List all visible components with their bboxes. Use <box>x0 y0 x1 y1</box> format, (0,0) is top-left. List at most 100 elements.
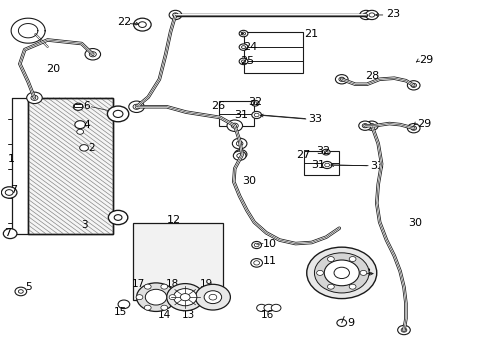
Text: 29: 29 <box>419 55 433 65</box>
Circle shape <box>5 190 13 195</box>
Text: 18: 18 <box>165 279 179 289</box>
Circle shape <box>80 145 88 151</box>
Circle shape <box>338 77 344 81</box>
Circle shape <box>27 92 42 104</box>
Circle shape <box>324 260 359 286</box>
Circle shape <box>251 111 261 118</box>
Circle shape <box>271 304 281 311</box>
Circle shape <box>173 289 197 306</box>
Circle shape <box>239 58 247 64</box>
Circle shape <box>327 284 334 289</box>
Circle shape <box>208 294 216 300</box>
Text: 6: 6 <box>83 101 89 111</box>
Circle shape <box>251 242 261 249</box>
Circle shape <box>306 247 376 298</box>
Text: 30: 30 <box>407 218 421 228</box>
Circle shape <box>138 22 146 27</box>
Circle shape <box>253 261 259 265</box>
Text: 12: 12 <box>166 215 181 225</box>
Text: 21: 21 <box>303 28 317 39</box>
Circle shape <box>73 103 83 111</box>
Circle shape <box>172 13 178 17</box>
Circle shape <box>114 215 122 220</box>
Circle shape <box>136 283 175 311</box>
Circle shape <box>234 150 246 159</box>
Circle shape <box>410 83 416 87</box>
Circle shape <box>250 258 262 267</box>
Text: 23: 23 <box>386 9 400 19</box>
Circle shape <box>239 44 247 50</box>
Circle shape <box>133 104 140 109</box>
Text: 5: 5 <box>25 282 31 292</box>
Text: 17: 17 <box>131 279 144 289</box>
Text: 26: 26 <box>211 101 225 111</box>
Text: 14: 14 <box>158 310 171 320</box>
Circle shape <box>232 138 246 149</box>
Circle shape <box>264 304 273 311</box>
Circle shape <box>359 270 366 275</box>
Circle shape <box>77 129 83 134</box>
Circle shape <box>400 328 406 332</box>
Circle shape <box>133 18 151 31</box>
Text: 2: 2 <box>88 143 94 153</box>
Circle shape <box>118 300 129 309</box>
Circle shape <box>107 106 128 122</box>
Circle shape <box>407 81 419 90</box>
Circle shape <box>1 187 17 198</box>
Circle shape <box>203 291 221 303</box>
Text: 1: 1 <box>8 154 15 163</box>
Bar <box>244 32 302 73</box>
Text: 10: 10 <box>263 239 276 249</box>
Text: 7: 7 <box>10 185 17 195</box>
Text: 27: 27 <box>295 150 310 160</box>
Bar <box>28 98 113 234</box>
Circle shape <box>410 126 416 130</box>
Circle shape <box>251 100 259 106</box>
Circle shape <box>136 295 142 300</box>
Text: 24: 24 <box>243 42 257 52</box>
Text: 8: 8 <box>363 268 370 278</box>
Text: 3: 3 <box>81 220 88 230</box>
Circle shape <box>397 325 409 335</box>
Circle shape <box>144 284 151 289</box>
Bar <box>28 98 113 234</box>
Circle shape <box>19 290 23 293</box>
Circle shape <box>161 305 167 310</box>
Circle shape <box>180 294 190 301</box>
Text: 29: 29 <box>416 118 430 129</box>
Bar <box>74 104 82 107</box>
Circle shape <box>241 32 245 35</box>
Circle shape <box>358 121 371 130</box>
Circle shape <box>226 120 242 131</box>
Text: 9: 9 <box>347 318 354 328</box>
Text: 4: 4 <box>83 120 89 130</box>
Circle shape <box>324 151 327 154</box>
Text: 13: 13 <box>182 310 195 320</box>
Circle shape <box>348 284 355 289</box>
Circle shape <box>241 46 245 49</box>
Text: 33: 33 <box>307 114 321 124</box>
Circle shape <box>368 123 374 128</box>
Circle shape <box>75 121 85 129</box>
Circle shape <box>254 243 259 247</box>
Text: 25: 25 <box>239 57 253 66</box>
Text: 33: 33 <box>369 161 383 171</box>
Text: 19: 19 <box>200 279 213 289</box>
Circle shape <box>335 75 347 84</box>
Circle shape <box>236 141 243 146</box>
Circle shape <box>3 229 17 239</box>
Circle shape <box>241 60 245 63</box>
Circle shape <box>256 304 266 311</box>
Circle shape <box>254 113 259 117</box>
Circle shape <box>362 123 367 128</box>
Circle shape <box>89 52 96 57</box>
Circle shape <box>359 10 372 19</box>
Text: 15: 15 <box>114 307 127 317</box>
Circle shape <box>233 151 245 160</box>
Circle shape <box>348 257 355 262</box>
Circle shape <box>314 253 368 293</box>
Circle shape <box>144 305 151 310</box>
Circle shape <box>239 30 247 37</box>
Circle shape <box>253 102 257 105</box>
Text: 20: 20 <box>46 64 60 73</box>
